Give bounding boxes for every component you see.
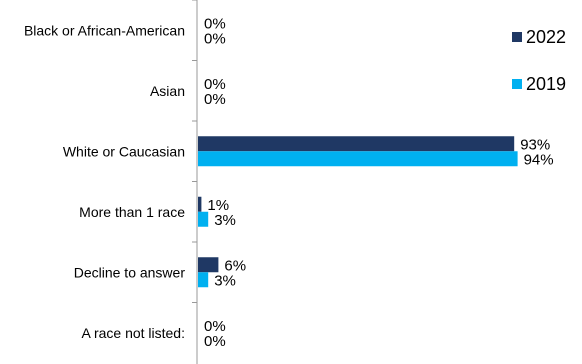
legend-swatch-2022: [512, 32, 522, 42]
data-label-2022: 0%: [204, 76, 226, 93]
data-label-2019: 0%: [204, 333, 226, 350]
data-label-2019: 0%: [204, 91, 226, 108]
category-label: Asian: [150, 83, 185, 99]
category-label: Decline to answer: [74, 264, 186, 280]
legend-label-2019: 2019: [526, 74, 566, 94]
data-label-2022: 6%: [224, 257, 246, 274]
data-label-2022: 1%: [207, 197, 229, 214]
bar-2019-3: [198, 211, 209, 227]
category-label: A race not listed:: [81, 325, 185, 341]
data-label-2022: 0%: [204, 15, 226, 32]
data-label-2019: 94%: [524, 151, 554, 168]
legend-label-2022: 2022: [526, 27, 566, 47]
bar-2022-4: [198, 257, 219, 273]
data-label-2022: 93%: [520, 136, 550, 153]
data-label-2022: 0%: [204, 318, 226, 335]
bar-2019-2: [198, 151, 518, 167]
category-label: White or Caucasian: [63, 143, 185, 159]
category-label: More than 1 race: [79, 204, 185, 220]
legend-swatch-2019: [512, 79, 522, 89]
bar-2022-2: [198, 136, 515, 152]
data-label-2019: 3%: [214, 212, 236, 229]
category-label: Black or African-American: [24, 22, 185, 38]
data-label-2019: 0%: [204, 30, 226, 47]
data-label-2019: 3%: [214, 272, 236, 289]
bar-2022-3: [198, 196, 202, 212]
bar-2019-4: [198, 272, 209, 288]
